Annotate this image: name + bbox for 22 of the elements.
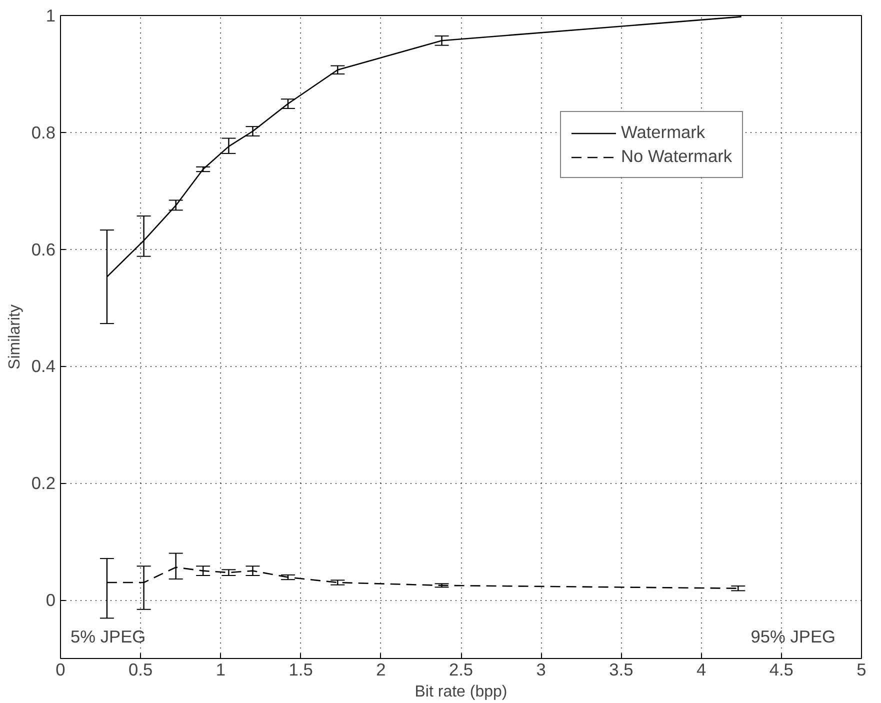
y-tick-label: 1	[46, 6, 56, 26]
x-tick-label: 0.5	[128, 660, 153, 680]
x-tick-label: 1.5	[288, 660, 313, 680]
y-axis-title: Similarity	[6, 304, 24, 370]
x-tick-label: 2.5	[448, 660, 474, 680]
x-tick-label: 1	[216, 660, 226, 680]
y-tick-label: 0	[46, 590, 56, 610]
y-tick-label: 0.6	[31, 239, 56, 260]
x-tick-label: 3.5	[609, 660, 634, 680]
y-tick-label: 0.8	[31, 122, 56, 142]
x-tick-label: 4.5	[769, 660, 794, 680]
y-tick-label: 0.4	[31, 356, 56, 376]
legend-label: No Watermark	[621, 146, 732, 167]
y-tick-label: 0.2	[31, 473, 56, 494]
x-tick-label: 3	[536, 660, 546, 680]
annotation: 5% JPEG	[70, 626, 146, 646]
annotation: 95% JPEG	[750, 626, 836, 646]
x-tick-label: 2	[376, 660, 386, 680]
x-tick-label: 4	[696, 660, 706, 680]
x-axis-title: Bit rate (bpp)	[414, 684, 508, 700]
legend-label: Watermark	[621, 122, 706, 143]
x-tick-label: 5	[856, 660, 866, 680]
